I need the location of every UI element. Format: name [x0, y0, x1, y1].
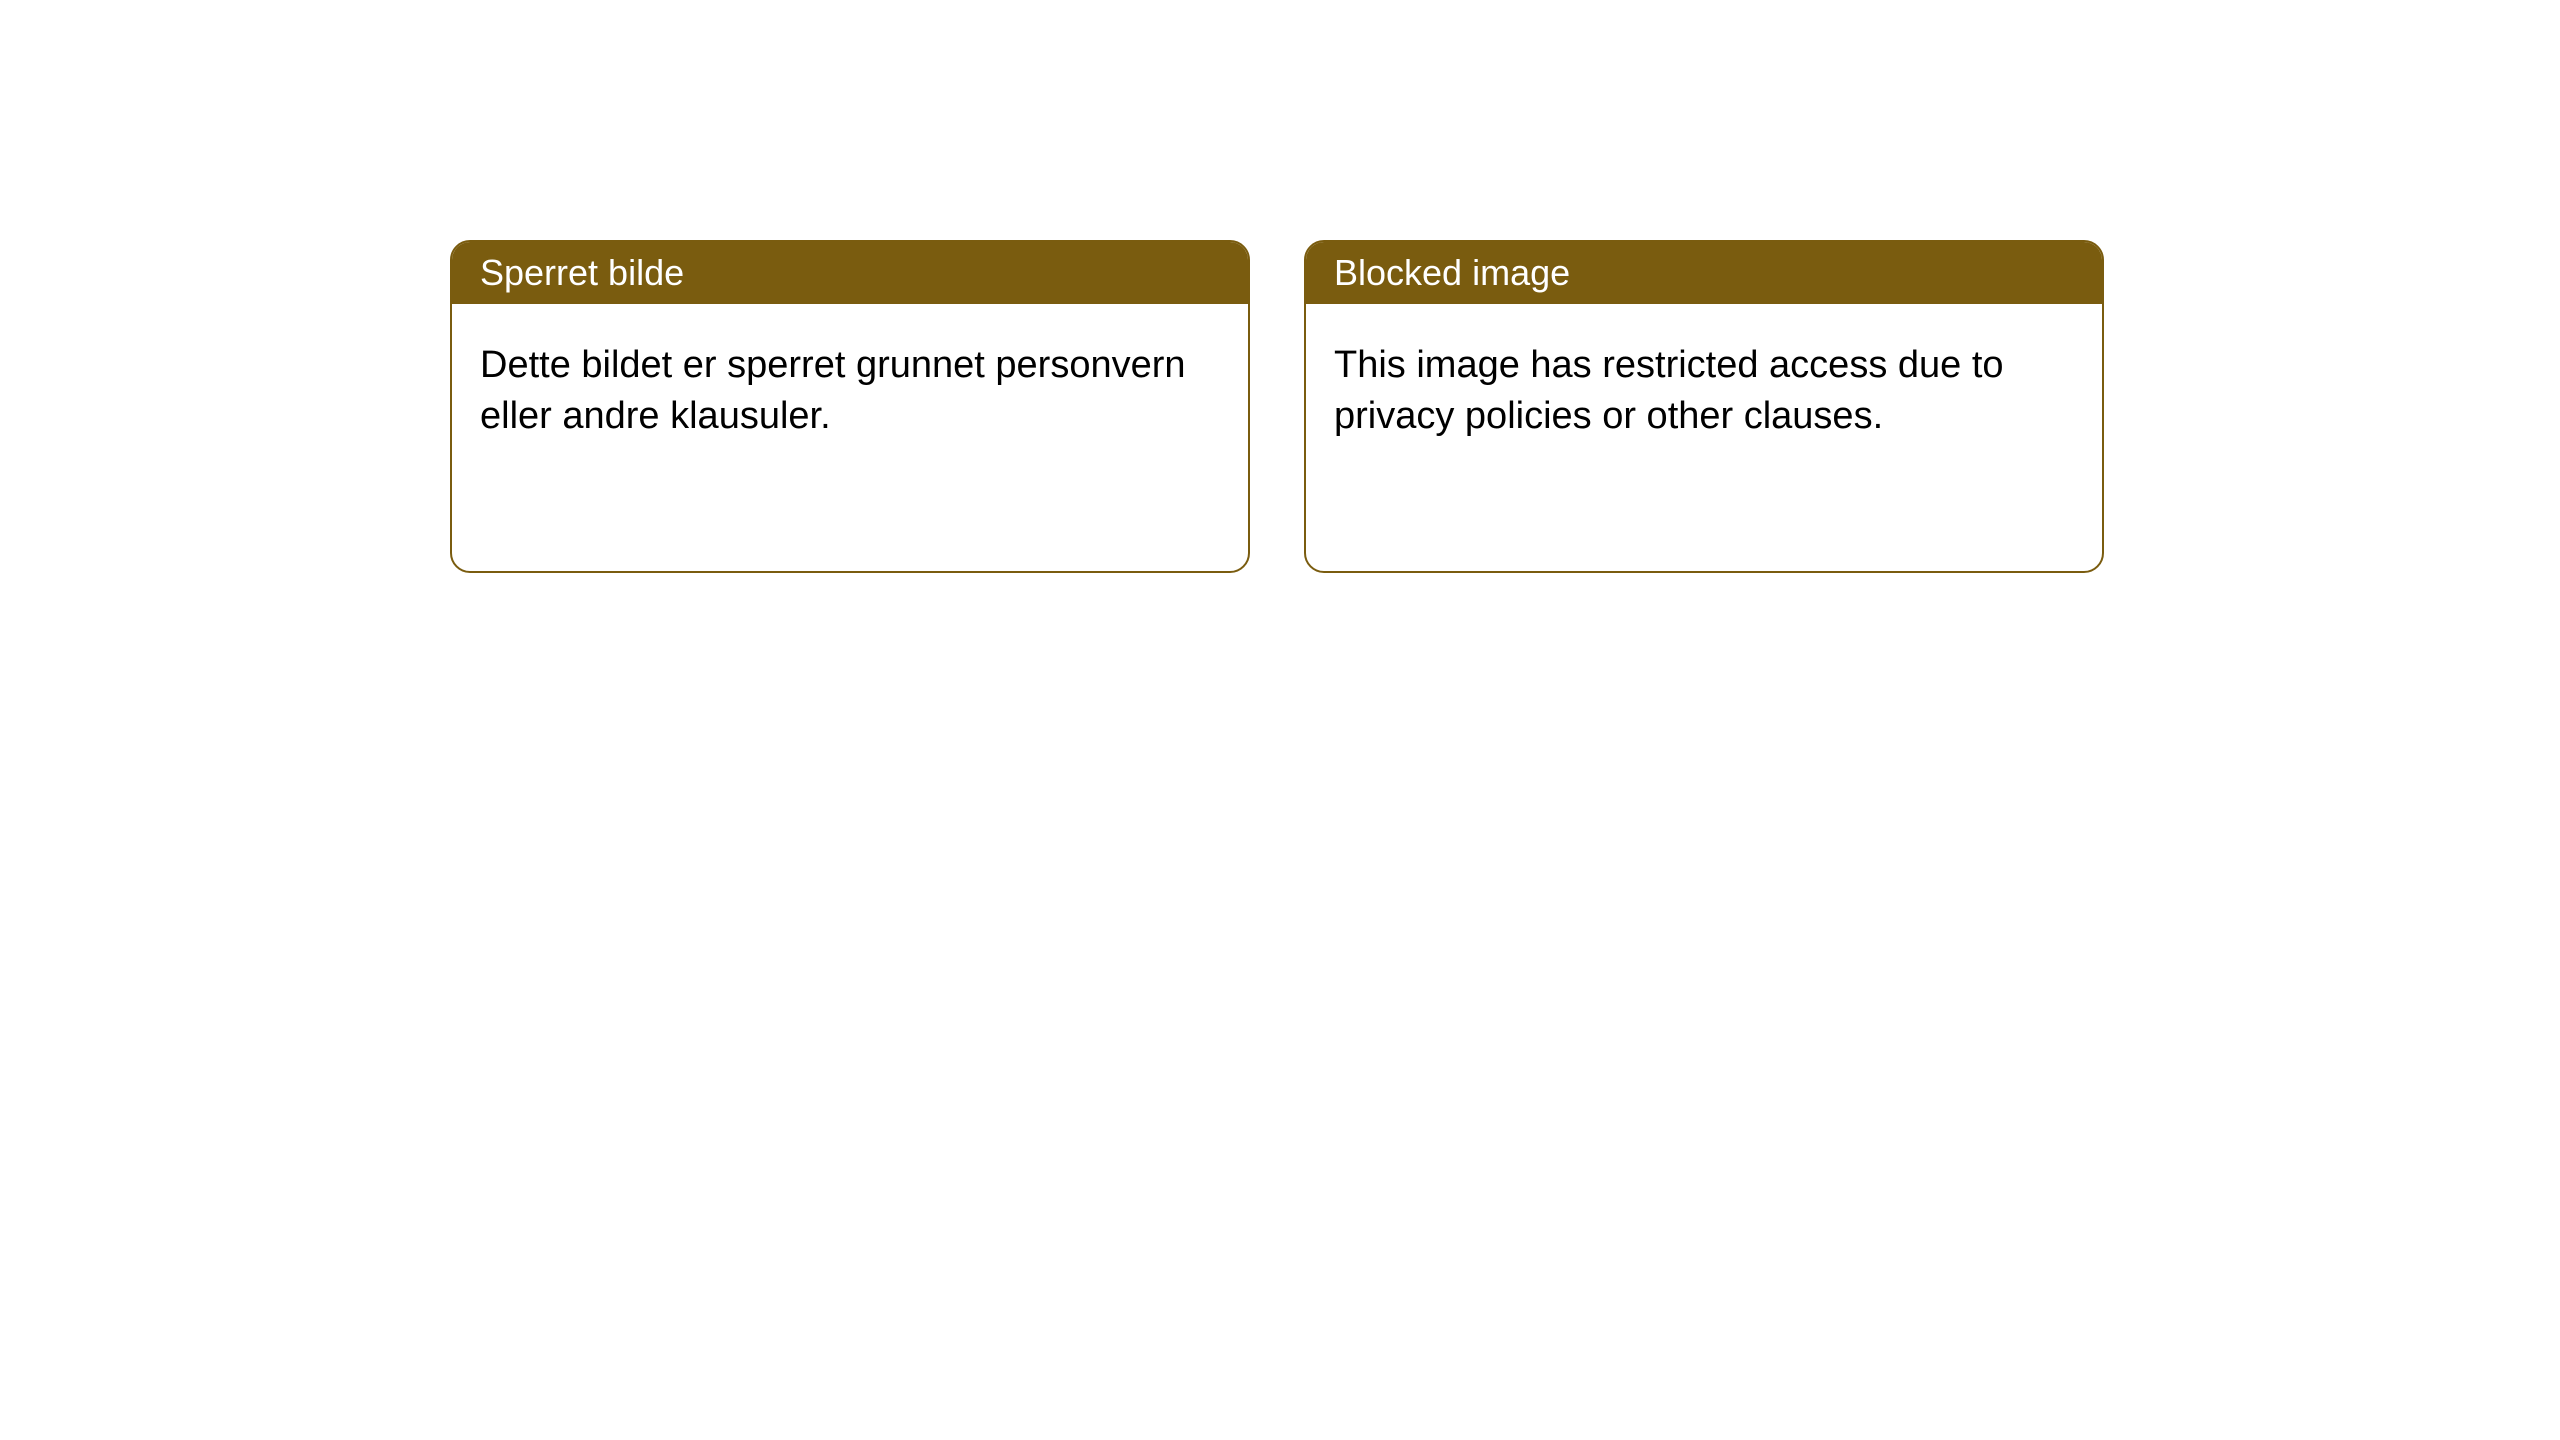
notice-card-norwegian: Sperret bilde Dette bildet er sperret gr…: [450, 240, 1250, 573]
notice-container: Sperret bilde Dette bildet er sperret gr…: [0, 0, 2560, 573]
notice-header: Sperret bilde: [452, 242, 1248, 304]
notice-body: This image has restricted access due to …: [1306, 304, 2102, 479]
notice-card-english: Blocked image This image has restricted …: [1304, 240, 2104, 573]
notice-body: Dette bildet er sperret grunnet personve…: [452, 304, 1248, 479]
notice-header: Blocked image: [1306, 242, 2102, 304]
